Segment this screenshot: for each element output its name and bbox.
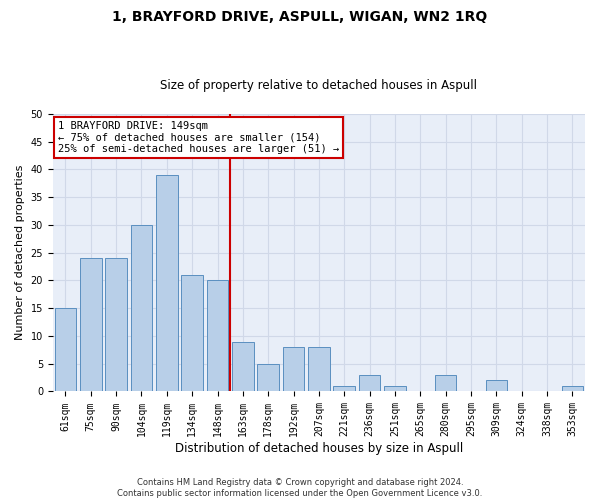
Bar: [131, 225, 152, 392]
X-axis label: Distribution of detached houses by size in Aspull: Distribution of detached houses by size …: [175, 442, 463, 455]
Bar: [207, 280, 228, 392]
Y-axis label: Number of detached properties: Number of detached properties: [15, 165, 25, 340]
Text: 1 BRAYFORD DRIVE: 149sqm
← 75% of detached houses are smaller (154)
25% of semi-: 1 BRAYFORD DRIVE: 149sqm ← 75% of detach…: [58, 121, 340, 154]
Text: 1, BRAYFORD DRIVE, ASPULL, WIGAN, WN2 1RQ: 1, BRAYFORD DRIVE, ASPULL, WIGAN, WN2 1R…: [112, 10, 488, 24]
Bar: [485, 380, 507, 392]
Bar: [232, 342, 254, 392]
Bar: [181, 275, 203, 392]
Bar: [55, 308, 76, 392]
Bar: [257, 364, 279, 392]
Bar: [384, 386, 406, 392]
Bar: [435, 375, 457, 392]
Bar: [562, 386, 583, 392]
Bar: [308, 347, 329, 392]
Bar: [156, 175, 178, 392]
Bar: [80, 258, 101, 392]
Text: Contains HM Land Registry data © Crown copyright and database right 2024.
Contai: Contains HM Land Registry data © Crown c…: [118, 478, 482, 498]
Bar: [106, 258, 127, 392]
Title: Size of property relative to detached houses in Aspull: Size of property relative to detached ho…: [160, 79, 478, 92]
Bar: [283, 347, 304, 392]
Bar: [359, 375, 380, 392]
Bar: [334, 386, 355, 392]
